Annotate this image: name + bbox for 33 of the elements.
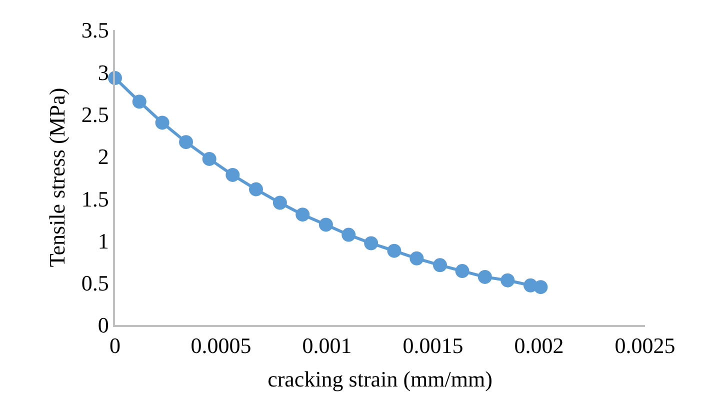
point (202, 152, 216, 166)
y-tick-label: 3 (98, 60, 109, 85)
x-axis-title: cracking strain (mm/mm) (268, 366, 492, 392)
point (318, 218, 333, 232)
y-axis-title: Tensile stress (MPa) (44, 88, 70, 268)
point (500, 273, 515, 288)
point (248, 182, 263, 196)
y-tick-label: 1 (98, 228, 109, 254)
y-tick-label: 2.5 (81, 102, 109, 127)
point (433, 258, 447, 272)
y-tick-label: 0.5 (81, 270, 109, 296)
x-tick-label: 0.002 (514, 333, 564, 358)
point (364, 236, 378, 250)
y-tick-label: 1.5 (81, 186, 109, 212)
point (387, 244, 402, 258)
x-tick-label: 0.0015 (402, 333, 464, 358)
y-tick-label: 0 (98, 312, 109, 338)
point (179, 135, 194, 150)
y-tick-label: 3.5 (81, 18, 109, 43)
point (226, 168, 240, 182)
y-tick-label: 2 (98, 144, 109, 170)
point (132, 94, 146, 109)
point (296, 208, 310, 222)
x-tick-label: 0.001 (302, 333, 352, 358)
point (342, 228, 356, 242)
point (478, 270, 492, 284)
point (155, 116, 170, 130)
point (455, 264, 470, 278)
point (272, 196, 287, 210)
point (534, 280, 548, 294)
x-tick-label: 0.0025 (614, 333, 676, 358)
point (410, 251, 424, 266)
x-tick-label: 0.0005 (190, 333, 252, 358)
